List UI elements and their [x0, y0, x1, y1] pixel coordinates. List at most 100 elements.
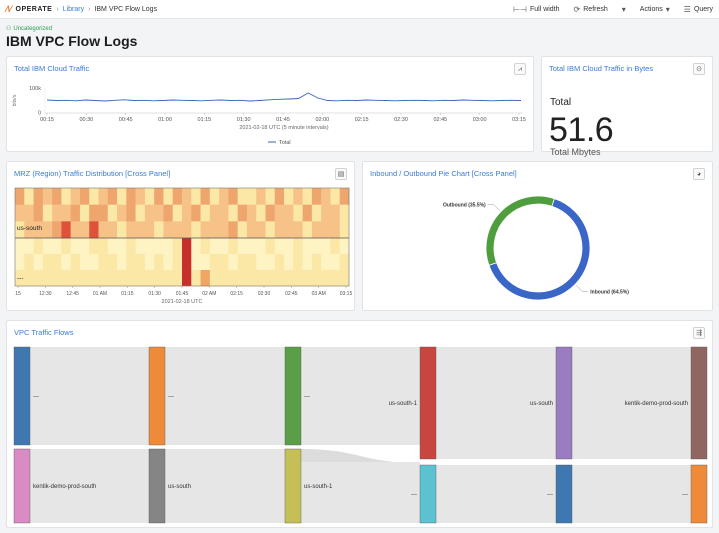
breadcrumb-library-link[interactable]: Library — [62, 6, 85, 13]
x-tick-label: 03:00 — [473, 117, 487, 123]
panel-title[interactable]: Total IBM Cloud Traffic in Bytes — [549, 64, 654, 73]
full-width-icon: ⊢⊣ — [513, 5, 527, 14]
heatmap-cell — [117, 204, 127, 222]
heatmap-cell — [70, 254, 81, 271]
heatmap-cell — [339, 254, 350, 271]
flow-link — [572, 465, 691, 523]
panel-options-button[interactable]: ⊙ — [693, 63, 705, 75]
flow-link — [30, 347, 149, 445]
heatmap-cell — [274, 204, 285, 222]
heatmap-cell — [24, 254, 34, 271]
heatmap-cell — [274, 254, 285, 271]
heatmap-cell — [126, 270, 136, 287]
heatmap-cell — [144, 221, 155, 239]
app-name[interactable]: OPERATE — [15, 6, 53, 13]
x-tick-label: 01:30 — [148, 291, 161, 297]
heatmap-cell — [79, 221, 90, 239]
sankey-node — [13, 346, 31, 446]
sankey-node — [690, 346, 708, 460]
heatmap-cell — [70, 270, 81, 287]
heatmap-cell — [117, 270, 127, 287]
heatmap-cell — [191, 238, 201, 255]
sankey-node — [13, 448, 31, 524]
sankey-options-button[interactable]: ⇶ — [693, 327, 705, 339]
sankey-node — [284, 346, 302, 446]
sankey-node-label: kentik-demo-prod-south — [625, 401, 688, 407]
users-icon: ⚇ — [6, 26, 12, 32]
sankey-node — [284, 448, 302, 524]
full-width-button[interactable]: ⊢⊣ Full width — [513, 5, 560, 14]
heatmap-cell — [42, 270, 53, 287]
heatmap-cell — [321, 221, 331, 239]
full-width-label: Full width — [529, 6, 560, 13]
heatmap-cell — [61, 188, 71, 205]
heatmap-cell — [302, 270, 313, 287]
breadcrumb-current: IBM VPC Flow Logs — [94, 6, 158, 13]
heatmap-cell — [15, 221, 25, 239]
heatmap-cell — [200, 221, 211, 239]
heatmap-cell — [52, 188, 62, 205]
heatmap-cell — [52, 221, 62, 239]
heatmap-cell — [89, 204, 99, 222]
pie-chart-icon: ◕ — [696, 170, 702, 178]
panel-title[interactable]: Total IBM Cloud Traffic — [14, 64, 90, 73]
heatmap-cell — [302, 204, 313, 222]
x-tick-label: 01:15 — [121, 291, 134, 297]
category-label: Uncategorized — [13, 25, 53, 32]
heatmap-cell — [284, 270, 294, 287]
mrz-heatmap: us-south --- 15 12:30 12:45 01 AM 01:15 01:30 01… — [14, 187, 353, 305]
heatmap-cell — [200, 238, 211, 255]
refresh-button[interactable]: ⟳ Refresh — [574, 5, 608, 14]
traffic-panel: Total IBM Cloud Traffic ⩘ 100k 0 bits/s 00:… — [6, 56, 534, 152]
y-axis-label: bits/s — [12, 94, 18, 106]
refresh-dropdown[interactable]: ▾ — [622, 5, 626, 14]
heatmap-cell — [246, 254, 257, 271]
sankey-node-label: --- — [411, 492, 417, 498]
heatmap-cell — [330, 188, 341, 205]
heatmap-cell — [24, 270, 34, 287]
heatmap-cell — [321, 204, 331, 222]
heatmap-cell — [126, 221, 136, 239]
query-list-icon: ☰ — [683, 5, 691, 14]
flow-link — [165, 449, 285, 523]
heatmap-cell — [163, 254, 174, 271]
panel-options-button[interactable]: ◕ — [693, 168, 705, 180]
heatmap-cell — [302, 238, 313, 255]
actions-menu-button[interactable]: Actions ▾ — [640, 5, 670, 14]
heatmap-cell — [302, 188, 313, 205]
heatmap-cell — [256, 221, 266, 239]
heatmap-cell — [24, 221, 34, 239]
dashboard-header: ⚇ Uncategorized IBM VPC Flow Logs — [6, 25, 137, 50]
heatmap-cell — [42, 238, 53, 255]
heatmap-cell — [126, 204, 136, 222]
refresh-label: Refresh — [583, 6, 608, 13]
panel-title[interactable]: Inbound / Outbound Pie Chart [Cross Pane… — [370, 169, 517, 178]
panel-title[interactable]: MRZ (Region) Traffic Distribution [Cross… — [14, 169, 171, 178]
category-link[interactable]: ⚇ Uncategorized — [6, 25, 137, 33]
heatmap-cell — [144, 204, 155, 222]
panel-title[interactable]: VPC Traffic Flows — [14, 328, 74, 337]
x-tick-label: 03:15 — [340, 291, 353, 297]
heatmap-cell — [24, 188, 34, 205]
heatmap-cell — [246, 238, 257, 255]
heatmap-cell — [154, 204, 164, 222]
heatmap-cell — [339, 270, 350, 287]
heatmap-cell — [237, 270, 248, 287]
heatmap-cell — [293, 188, 303, 205]
heatmap-cell — [15, 238, 25, 255]
query-button[interactable]: ☰ Query — [684, 5, 713, 14]
heatmap-cell — [144, 188, 155, 205]
inbound-outbound-donut: Inbound (64.5%) Outbound (35.5%) — [443, 195, 629, 301]
flow-link — [165, 347, 285, 445]
flow-link — [301, 462, 420, 523]
row-label: --- — [17, 275, 24, 282]
sankey-node-label: --- — [304, 394, 310, 400]
flows-panel: VPC Traffic Flows ⇶ --- kentik-demo-prod-… — [6, 320, 713, 528]
heatmap-cell — [24, 204, 34, 222]
heatmap-cell — [200, 204, 211, 222]
chart-type-button[interactable]: ⩘ — [514, 63, 526, 75]
heatmap-cell — [154, 221, 164, 239]
table-view-button[interactable]: ▤ — [335, 168, 347, 180]
heatmap-cell — [61, 254, 71, 271]
heatmap-cell — [330, 221, 341, 239]
